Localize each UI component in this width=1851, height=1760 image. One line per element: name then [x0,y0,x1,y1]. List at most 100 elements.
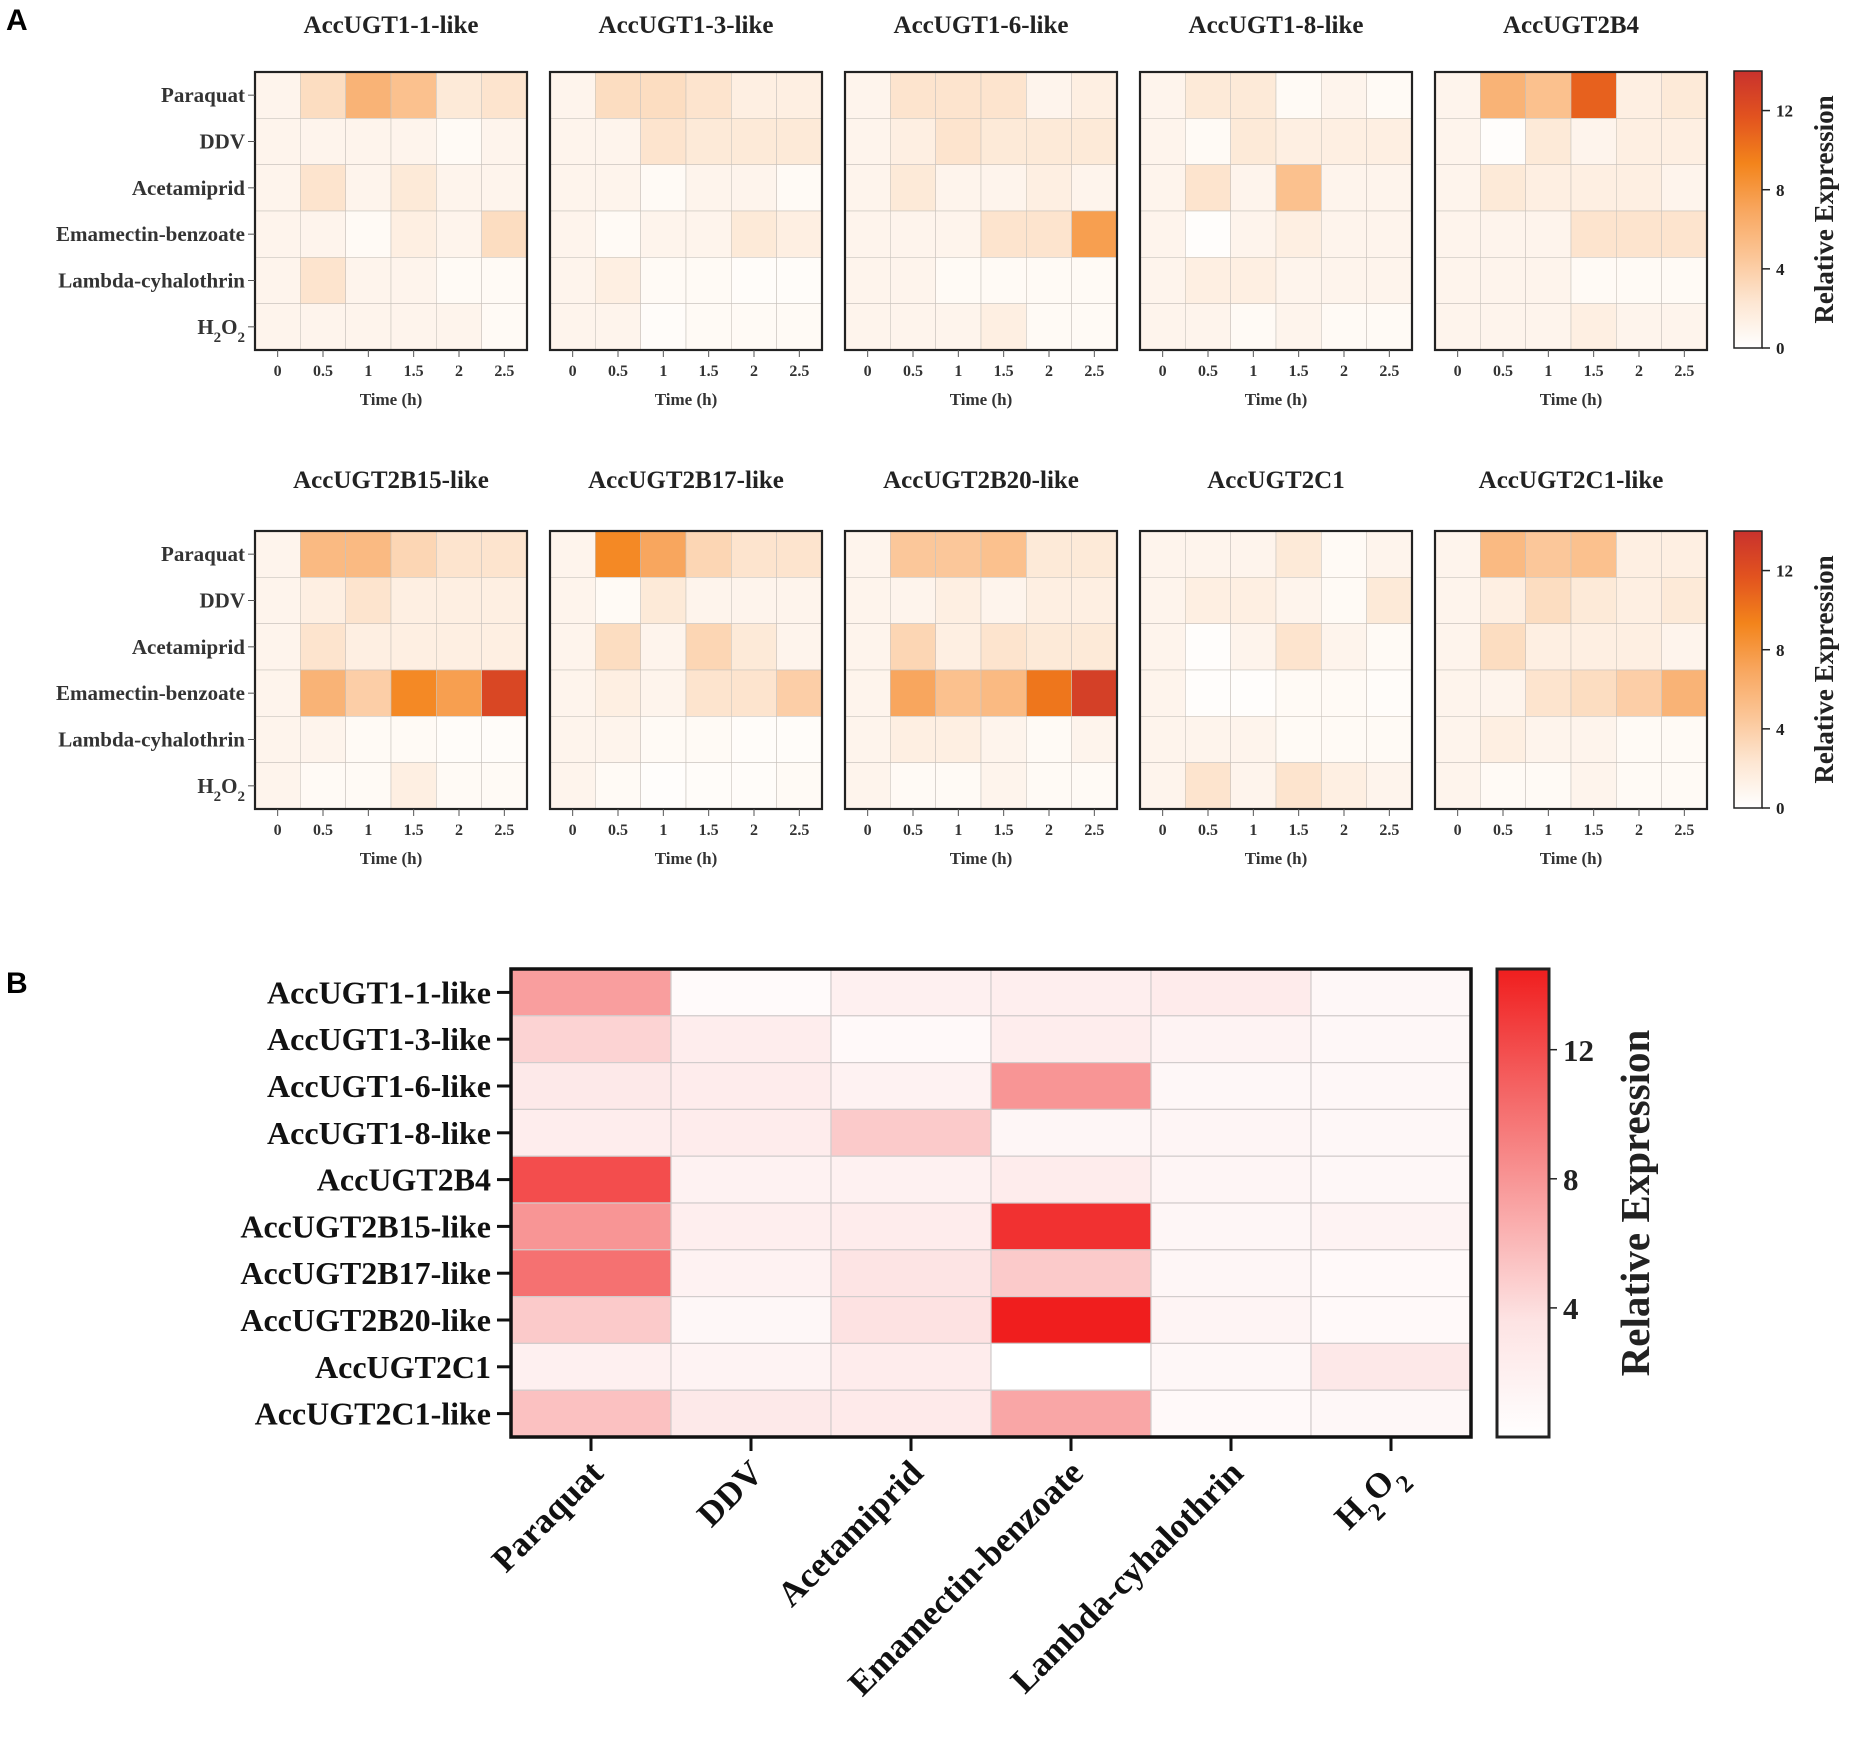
panel-label-a: A [6,4,28,37]
heatmap-cell [1185,530,1231,578]
heatmap-frame [253,529,529,811]
heatmap-cell [990,1249,1152,1298]
x-tick-label: 1 [1544,363,1552,380]
y-tick-label: AccUGT2C1-like [255,1396,491,1432]
heatmap-cell [481,716,528,763]
colorbar-tick-label: 0 [1776,799,1785,818]
heatmap-cell [436,577,482,624]
heatmap-cell [1570,623,1617,671]
heatmap-cell [254,118,301,165]
heatmap-cell [481,164,528,212]
heatmap-cell [345,257,392,304]
heatmap-cell [1570,303,1617,351]
heatmap-cell [1150,1202,1312,1251]
x-tick-label: 2.5 [1084,822,1104,839]
heatmap-cell [510,1342,672,1391]
heatmap-cell [990,1015,1152,1064]
heatmap-cell [731,164,777,212]
x-tick-label: 0.5 [313,363,333,380]
x-tick-label: 0 [1454,822,1462,839]
heatmap-cell [1321,303,1367,351]
x-tick-label: 1 [1249,822,1257,839]
heatmap-cell [595,623,641,671]
heatmap-cell [1480,118,1526,165]
heatmap-cell [254,577,301,624]
colorbar-tick-label: 4 [1563,1291,1579,1326]
heatmap-cell [1321,762,1367,810]
colorbar-tick-label: 8 [1563,1162,1579,1197]
heatmap-cell [1434,164,1481,212]
colorbar-tick-label: 0 [1776,339,1785,358]
heatmap-cell [935,530,982,578]
heatmap-cell [1366,257,1413,304]
heatmap-cell [1480,164,1526,212]
heatmap-cell [1071,210,1118,258]
heatmap-cell [1480,210,1526,258]
heatmap-accugt2c1-like: AccUGT2C1-like 0 0.5 1 1.5 2 2.5 Time (h) [1433,467,1709,868]
heatmap-cell [1525,577,1572,624]
heatmap-cell [731,303,777,351]
heatmap-cell [776,623,823,671]
heatmap-accugt1-8-like: AccUGT1-8-like 0 0.5 1 1.5 2 2.5 Time (h) [1138,12,1414,409]
heatmap-frame [1433,529,1709,811]
heatmap-cell [1570,716,1617,763]
heatmap-cell [980,623,1027,671]
heatmap-cell [890,303,936,351]
x-tick-label: 0 [274,822,282,839]
heatmap-cell [1275,303,1322,351]
heatmap-cell [254,71,301,119]
heatmap-cell [935,164,982,212]
heatmap-cell [1026,71,1072,119]
heatmap-cell [830,1342,992,1391]
heatmap-cell [1275,577,1322,624]
heatmap-cell [1480,577,1526,624]
heatmap-cell [1570,669,1617,717]
heatmap-cell [844,530,891,578]
heatmap-cell [1139,164,1186,212]
heatmap-cell [1434,118,1481,165]
heatmap-cell [1275,669,1322,717]
heatmap-cell [1310,1202,1472,1251]
heatmap-cell [1139,303,1186,351]
heatmap-cell [1026,118,1072,165]
heatmap-cell [1661,669,1708,717]
heatmap-cell [776,577,823,624]
heatmap-cell [776,164,823,212]
heatmap-cell [1366,762,1413,810]
x-tick-label: 2.5 [1379,822,1399,839]
heatmap-cell [830,1155,992,1204]
heatmap-cell [436,716,482,763]
heatmap-cell [1139,530,1186,578]
heatmap-cell [1434,762,1481,810]
heatmap-cell [1185,577,1231,624]
x-tick-label: 2.5 [494,363,514,380]
heatmap-cell [1366,164,1413,212]
heatmap-cell [481,577,528,624]
x-axis-label: Time (h) [950,849,1013,868]
heatmap-accugt2c1: AccUGT2C1 0 0.5 1 1.5 2 2.5 Time (h) [1138,467,1414,868]
heatmap-cell [254,762,301,810]
panel-label-b: B [6,967,28,1000]
heatmap-cell [1434,303,1481,351]
x-tick-label: Paraquat [484,1453,611,1580]
heatmap-cell [844,669,891,717]
heatmap-cell [345,118,392,165]
heatmap-cell [1321,716,1367,763]
heatmap-cell [1434,669,1481,717]
heatmap-cell [844,210,891,258]
heatmap-cell [595,716,641,763]
heatmap-cell [844,164,891,212]
colorbar-title: Relative Expression [1809,95,1839,323]
heatmap-cell [830,968,992,1017]
heatmap-cell [390,164,437,212]
x-tick-label: 0.5 [1198,822,1218,839]
heatmap-cell [980,303,1027,351]
heatmap-title: AccUGT1-1-like [304,12,479,39]
y-tick-label: Emamectin-benzoate [56,222,245,246]
heatmap-cell [436,71,482,119]
heatmap-cell [1230,762,1277,810]
heatmap-cell [1434,577,1481,624]
heatmap-cell [890,210,936,258]
heatmap-cell [935,257,982,304]
